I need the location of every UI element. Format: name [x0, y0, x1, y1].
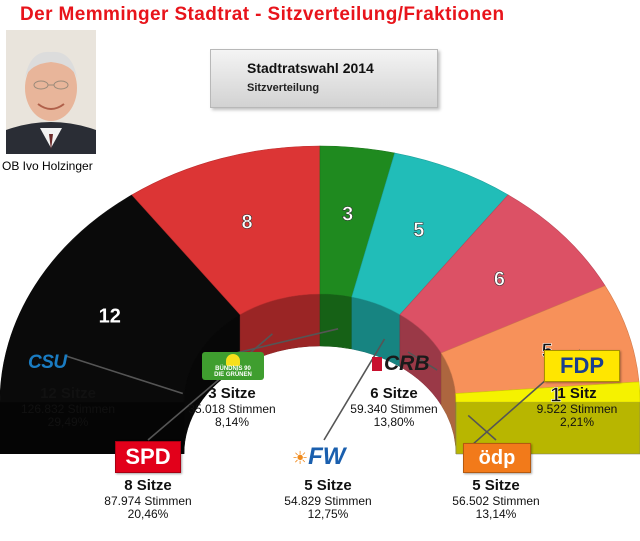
party-csu: 12 Sitze 126.832 Stimmen 29,49%: [8, 385, 128, 430]
party-fw: 5 Sitze 54.829 Stimmen 12,75%: [268, 477, 388, 522]
leader-line-crb: [407, 351, 438, 371]
gruene-logo: BÜNDNIS 90 DIE GRÜNEN: [202, 352, 264, 380]
party-seats: 5 Sitze: [304, 477, 352, 494]
party-percent: 29,49%: [47, 415, 89, 430]
segment-spd: [131, 145, 321, 316]
party-percent: 2,21%: [559, 415, 595, 430]
segment-csu: [0, 194, 241, 403]
leader-line-gruene: [235, 328, 339, 354]
value-label-crb: 6: [494, 269, 505, 291]
party-oedp: 5 Sitze 56.502 Stimmen 13,14%: [436, 477, 556, 522]
party-gruene: 3 Sitze 35.018 Stimmen 8,14%: [172, 385, 292, 430]
value-label-fdp: 1: [550, 385, 561, 407]
value-label-gruene: 3: [342, 203, 353, 225]
leader-line-fw: [323, 338, 386, 441]
oedp-logo-text: ödp: [478, 447, 516, 469]
page-title: Der Memminger Stadtrat - Sitzverteilung/…: [20, 4, 505, 25]
party-votes: 54.829 Stimmen: [284, 493, 372, 508]
spd-logo-text: SPD: [125, 444, 171, 469]
fw-logo-text: FW: [308, 443, 346, 470]
csu-logo: CSU: [28, 352, 92, 378]
party-votes: 9.522 Stimmen: [536, 401, 618, 416]
spd-logo: SPD: [115, 441, 181, 473]
inner-side-gruene: [319, 293, 352, 350]
chart-header-box: Stadtratswahl 2014 Sitzverteilung: [210, 49, 438, 108]
party-votes: 59.340 Stimmen: [350, 401, 438, 416]
party-seats: 6 Sitze: [370, 385, 418, 402]
fdp-logo: FDP: [544, 350, 620, 382]
fw-logo: ☀FW: [292, 443, 364, 473]
value-label-csu: 12: [99, 306, 121, 328]
oedp-logo: ödp: [463, 443, 531, 473]
leader-line-spd: [147, 333, 273, 441]
party-percent: 20,46%: [127, 507, 169, 522]
party-crb: 6 Sitze 59.340 Stimmen 13,80%: [334, 385, 454, 430]
chart-subtitle: Sitzverteilung: [247, 82, 320, 94]
gruene-logo-text: BÜNDNIS 90 DIE GRÜNEN: [214, 366, 252, 378]
crb-logo-text: CRB: [384, 352, 430, 375]
crb-flag-icon: [372, 357, 382, 371]
mayor-portrait: [6, 30, 96, 154]
party-votes: 56.502 Stimmen: [452, 493, 540, 508]
value-label-fw: 5: [413, 219, 424, 241]
sunburst-icon: ☀: [292, 448, 309, 468]
party-seats: 3 Sitze: [208, 385, 256, 402]
value-label-spd: 8: [242, 211, 253, 233]
party-seats: 5 Sitze: [472, 477, 520, 494]
party-seats: 8 Sitze: [124, 477, 172, 494]
party-votes: 126.832 Stimmen: [20, 401, 116, 416]
leader-line-oedp: [467, 414, 497, 441]
party-votes: 87.974 Stimmen: [104, 493, 192, 508]
party-seats: 1 Sitz: [557, 385, 597, 402]
party-percent: 12,75%: [307, 507, 349, 522]
chart-title: Stadtratswahl 2014: [247, 60, 374, 76]
sunflower-icon: [226, 354, 240, 366]
party-fdp: 1 Sitz 9.522 Stimmen 2,21%: [522, 385, 632, 430]
photo-caption: OB Ivo Holzinger: [2, 159, 93, 173]
party-percent: 8,14%: [214, 415, 250, 430]
party-votes: 35.018 Stimmen: [188, 401, 276, 416]
party-spd: 8 Sitze 87.974 Stimmen 20,46%: [88, 477, 208, 522]
party-seats: 12 Sitze: [40, 385, 96, 402]
crb-logo: CRB: [372, 352, 444, 378]
leader-line-csu: [65, 355, 184, 395]
csu-logo-text: CSU: [28, 352, 67, 373]
fdp-logo-text: FDP: [560, 353, 604, 378]
party-percent: 13,14%: [475, 507, 517, 522]
party-percent: 13,80%: [373, 415, 415, 430]
